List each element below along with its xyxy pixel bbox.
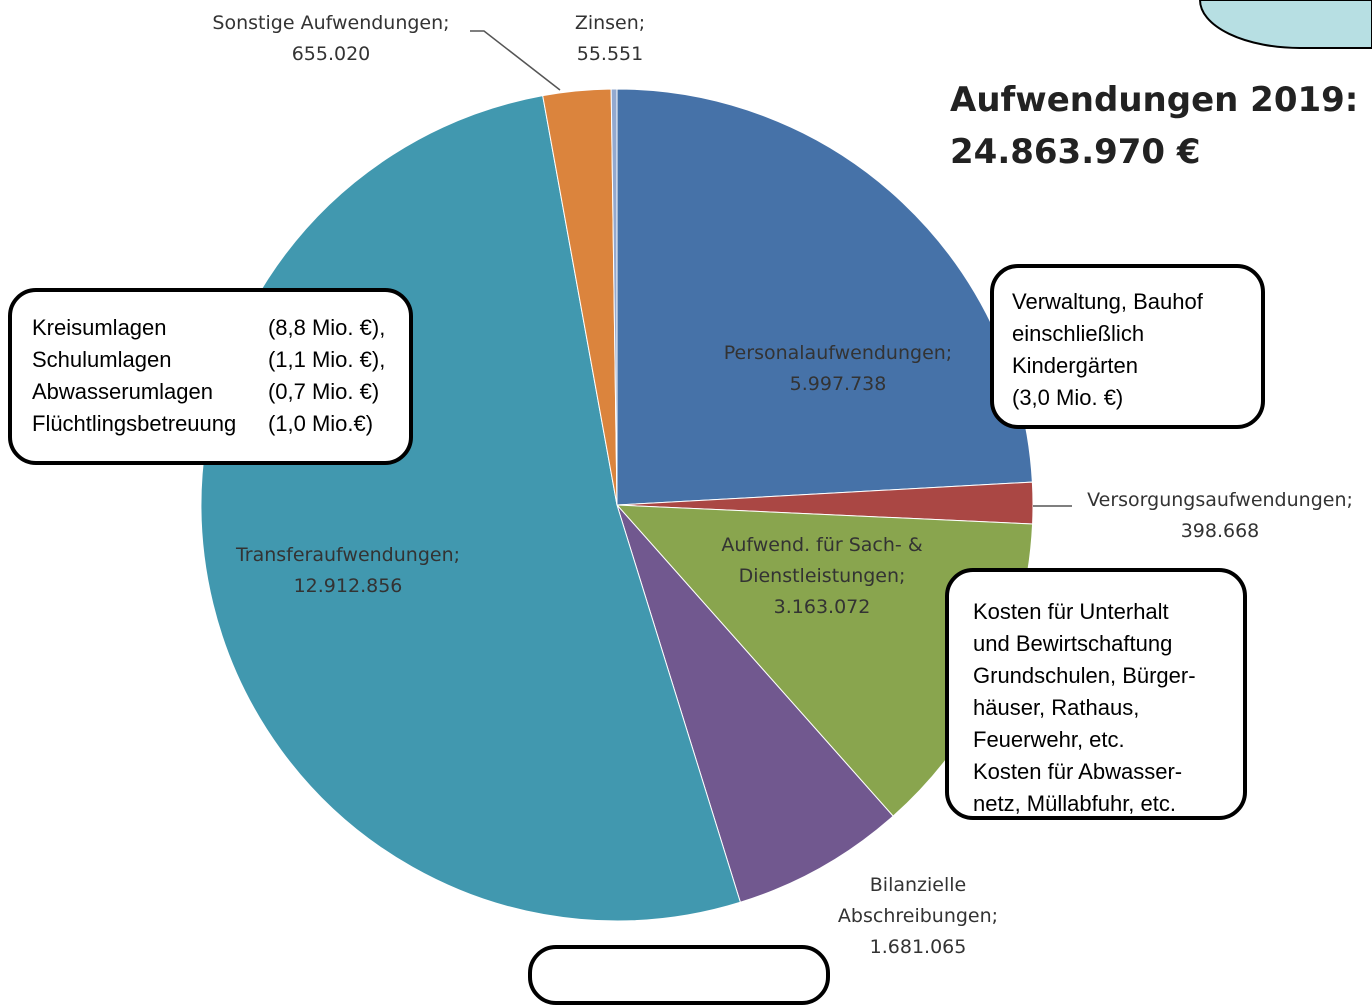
annotation-text: (1,0 Mio.€) xyxy=(267,411,374,436)
annotation-text: (3,0 Mio. €) xyxy=(1012,385,1124,410)
category-label: Sonstige Aufwendungen; xyxy=(212,12,450,34)
value-label: 655.020 xyxy=(291,43,371,65)
annotation-text: Verwaltung, Bauhof xyxy=(1012,289,1203,314)
value-label: 3.163.072 xyxy=(773,596,871,618)
value-label: 5.997.738 xyxy=(789,373,887,395)
category-label: Versorgungsaufwendungen; xyxy=(1087,489,1353,511)
annotation-text: Feuerwehr, etc. xyxy=(973,727,1125,752)
category-label: Transferaufwendungen; xyxy=(235,544,461,566)
category-label: Bilanzielle Abschreibungen; xyxy=(837,874,999,927)
annotation-box: Kosten für Unterhalt und Bewirtschaftung G… xyxy=(945,568,1247,820)
annotation-text: Schulumlagen xyxy=(32,347,172,372)
annotation-text: Grundschulen, Bürger- xyxy=(973,663,1196,688)
slice-label: Personalaufwendungen; 5.997.738 xyxy=(708,338,968,400)
annotation-text: Kindergärten xyxy=(1012,353,1138,378)
category-label: Zinsen; xyxy=(574,12,646,34)
annotation-box: Kreisumlagen (8,8 Mio. €), Schulumlagen (1,… xyxy=(8,288,413,465)
slice-label: Bilanzielle Abschreibungen; 1.681.065 xyxy=(818,870,1018,963)
chart-title: Aufwendungen 2019: xyxy=(950,80,1359,120)
pie xyxy=(200,88,1034,922)
value-label: 1.681.065 xyxy=(869,936,967,958)
category-label: Personalaufwendungen; xyxy=(723,342,953,364)
value-label: 55.551 xyxy=(576,43,644,65)
annotation-text: und Bewirtschaftung xyxy=(973,631,1173,656)
annotation-text: (0,7 Mio. €) xyxy=(267,379,380,404)
annotation-text: Kosten für Abwasser- xyxy=(973,759,1183,784)
annotation-text: netz, Müllabfuhr, etc. xyxy=(973,791,1176,816)
annotation-text: häuser, Rathaus, xyxy=(973,695,1140,720)
annotation-rows: Kreisumlagen (8,8 Mio. €), Schulumlagen (1,… xyxy=(32,312,409,440)
annotation-text: Flüchtlingsbetreuung xyxy=(32,411,237,436)
slice-label: Transferaufwendungen; 12.912.856 xyxy=(200,540,496,602)
title-block: Aufwendungen 2019: 24.863.970 € xyxy=(950,74,1358,178)
value-label: 12.912.856 xyxy=(293,575,403,597)
annotation-text: einschließlich xyxy=(1012,321,1145,346)
slice-label: Aufwend. für Sach- & Dienstleistungen; 3.… xyxy=(690,530,954,623)
ellipse-shape xyxy=(1198,0,1372,49)
category-label: Aufwend. für Sach- & Dienstleistungen; xyxy=(721,534,923,587)
annotation-text: (1,1 Mio. €), xyxy=(267,347,386,372)
pie-slice xyxy=(616,504,894,903)
annotation-text: Kosten für Unterhalt xyxy=(973,599,1169,624)
annotation-box xyxy=(528,945,830,1005)
annotation-text: Kreisumlagen xyxy=(32,315,167,340)
chart-subtitle: 24.863.970 € xyxy=(950,132,1201,172)
annotation-text: (8,8 Mio. €), xyxy=(267,315,386,340)
page: Aufwendungen 2019: 24.863.970 € Personal… xyxy=(8,0,1372,1005)
leader-line xyxy=(470,30,561,91)
slice-label: Versorgungsaufwendungen; 398.668 xyxy=(1070,485,1370,547)
slice-label: Zinsen; 55.551 xyxy=(520,8,700,70)
pie-slice xyxy=(610,88,618,506)
value-label: 398.668 xyxy=(1180,520,1260,542)
annotation-box: Verwaltung, Bauhof einschließlich Kindergä… xyxy=(990,264,1265,429)
annotation-text: Abwasserumlagen xyxy=(32,379,213,404)
slice-label: Sonstige Aufwendungen; 655.020 xyxy=(186,8,476,70)
